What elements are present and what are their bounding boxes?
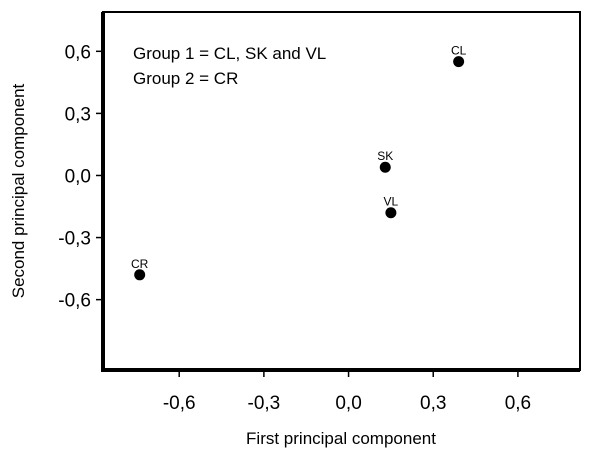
annotation-group-1: Group 1 = CL, SK and VL (133, 44, 326, 63)
plot-area (101, 11, 581, 372)
data-points: CL SK VL CR (131, 44, 467, 281)
x-tick-label: 0,3 (420, 393, 446, 414)
data-point-label: VL (384, 195, 399, 209)
data-point (453, 56, 465, 68)
x-axis-ticks: -0,6 -0,3 0,0 0,3 0,6 (163, 370, 531, 414)
y-tick-label: -0,6 (58, 291, 91, 312)
y-tick-label: -0,3 (58, 229, 91, 250)
x-tick-label: -0,3 (248, 393, 281, 414)
data-point (134, 269, 146, 281)
data-point-label: SK (377, 149, 393, 163)
y-axis-title: Second principal component (9, 83, 28, 298)
annotation-group-2: Group 2 = CR (133, 69, 238, 88)
x-tick-label: -0,6 (163, 393, 196, 414)
data-point-label: CR (131, 257, 149, 271)
y-tick-label: 0,6 (65, 42, 91, 63)
data-point (379, 161, 391, 173)
x-tick-label: 0,0 (335, 393, 361, 414)
x-tick-label: 0,6 (505, 393, 531, 414)
plot-frame (102, 11, 581, 371)
data-point (385, 207, 397, 219)
y-tick-label: 0,3 (65, 104, 91, 125)
data-point-label: CL (451, 44, 467, 58)
y-tick-label: 0,0 (65, 166, 91, 187)
legend-annotation: Group 1 = CL, SK and VL Group 2 = CR (133, 44, 326, 88)
x-axis-title: First principal component (246, 429, 436, 448)
y-axis-ticks: 0,6 0,3 0,0 -0,3 -0,6 (58, 42, 103, 312)
